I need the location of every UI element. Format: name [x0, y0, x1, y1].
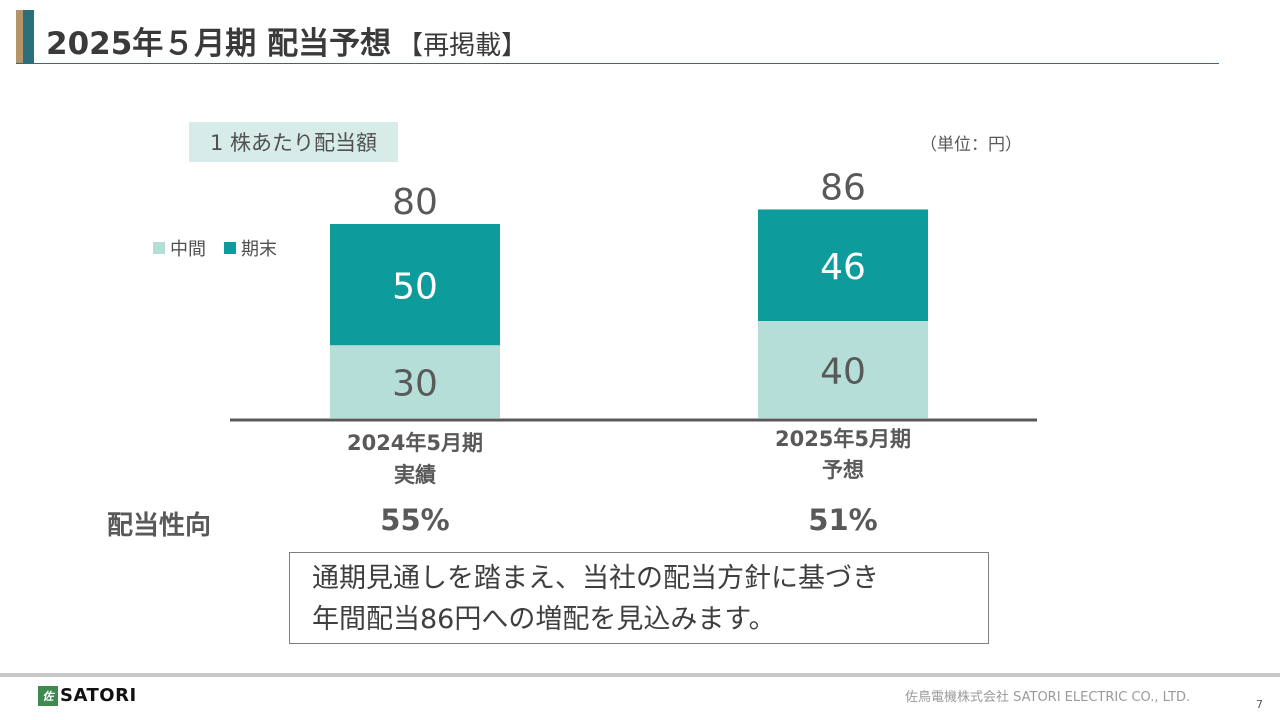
message-box: 通期見通しを踏まえ、当社の配当方針に基づき 年間配当86円への増配を見込みます。: [289, 552, 989, 644]
company-logo: 佐 SATORI: [38, 685, 137, 706]
title-accent-bar: [16, 10, 23, 64]
data-label-interim-1: 40: [820, 352, 866, 393]
title-accent-bar-teal: [23, 10, 34, 64]
page-title: 2025年５月期 配当予想 【再掲載】: [46, 18, 527, 63]
category-label-0-line2: 実績: [394, 463, 436, 487]
total-label-1: 86: [820, 167, 866, 208]
data-label-interim-0: 30: [392, 364, 438, 405]
bar-interim-1: [758, 321, 928, 418]
legend-label-year-end: 期末: [241, 239, 277, 260]
category-label-1-line2: 予想: [822, 458, 864, 482]
message-line-1: 通期見通しを踏まえ、当社の配当方針に基づき: [312, 563, 879, 594]
footer-company-name: 佐鳥電機株式会社 SATORI ELECTRIC CO., LTD.: [905, 690, 1191, 705]
category-label-0-line1: 2024年5月期: [347, 431, 483, 455]
page-title-main: 2025年５月期 配当予想: [46, 26, 392, 62]
logo-wordmark: SATORI: [60, 685, 137, 706]
legend-item-year-end: 期末: [224, 235, 277, 261]
logo-mark-icon: 佐: [38, 685, 58, 706]
bar-year-end-1: [758, 209, 928, 321]
data-label-year-end-1: 46: [820, 247, 866, 288]
legend-label-interim: 中間: [170, 239, 206, 260]
unit-label: （単位：円）: [920, 135, 1022, 155]
legend-item-interim: 中間: [153, 235, 206, 261]
payout-ratio-2025: 51%: [808, 503, 878, 537]
payout-ratio-2024: 55%: [380, 503, 450, 537]
message-line-2: 年間配当86円への増配を見込みます。: [312, 604, 776, 635]
page-title-note: 【再掲載】: [397, 31, 528, 61]
bar-year-end-0: [330, 224, 500, 346]
legend-swatch-year-end: [224, 242, 236, 254]
chart-legend: 中間 期末: [153, 235, 295, 261]
total-label-0: 80: [392, 182, 438, 223]
chart-subtitle: 1 株あたり配当額: [189, 122, 398, 162]
title-underline: [16, 63, 1219, 64]
footer-divider: [0, 673, 1280, 677]
bar-interim-0: [330, 345, 500, 418]
legend-swatch-interim: [153, 242, 165, 254]
category-label-1-line1: 2025年5月期: [775, 427, 911, 451]
payout-ratio-label: 配当性向: [107, 511, 212, 541]
page-number: 7: [1256, 698, 1263, 711]
data-label-year-end-0: 50: [392, 267, 438, 308]
